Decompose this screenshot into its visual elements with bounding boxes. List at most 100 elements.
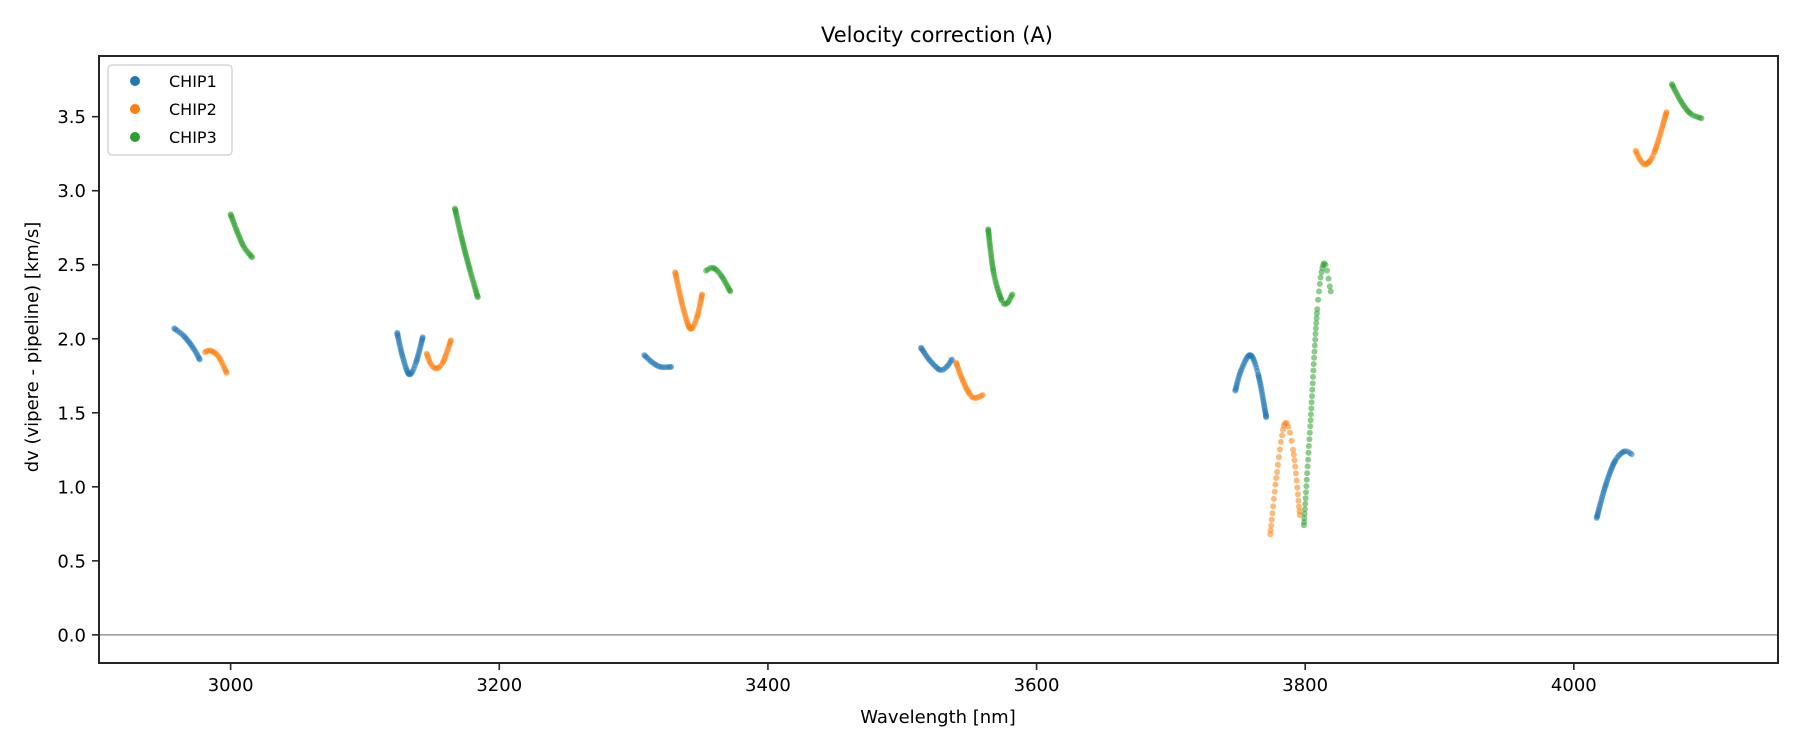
x-tick-label: 4000 (1551, 675, 1597, 696)
markers (171, 81, 1705, 538)
data-point (979, 392, 986, 398)
data-point (1312, 325, 1319, 332)
data-point (1296, 503, 1302, 510)
data-point (1287, 429, 1293, 436)
data-point (1313, 310, 1320, 317)
data-point (1306, 436, 1313, 443)
data-point (1270, 503, 1277, 510)
data-point (1290, 451, 1297, 458)
segment (394, 329, 426, 378)
data-point (1310, 373, 1316, 380)
data-point (1294, 484, 1301, 491)
segment (171, 325, 203, 363)
data-point (1301, 506, 1308, 513)
segment (451, 205, 481, 301)
data-point (196, 356, 203, 363)
data-point (1327, 288, 1334, 295)
x-tick-label: 3600 (1014, 675, 1060, 696)
data-point (1288, 437, 1295, 444)
y-tick-label: 0.5 (57, 551, 86, 572)
y-tick-label: 2.5 (57, 255, 86, 276)
data-point (1296, 512, 1303, 518)
legend-label-chip1: CHIP1 (169, 72, 217, 91)
data-point (1316, 288, 1322, 295)
data-point (1307, 417, 1314, 424)
data-point (1326, 283, 1333, 290)
data-point (1309, 380, 1316, 387)
x-tick-label: 3800 (1282, 675, 1328, 696)
legend-box (107, 64, 233, 156)
data-point (1305, 449, 1312, 456)
legend-label-chip2: CHIP2 (169, 100, 217, 119)
segment (703, 264, 734, 295)
data-point (1316, 280, 1323, 287)
data-point (1274, 469, 1280, 475)
data-point (1312, 336, 1319, 343)
segment (202, 347, 230, 376)
data-point (419, 334, 426, 341)
data-point (1271, 488, 1278, 495)
data-point (1308, 399, 1315, 406)
data-point (1310, 361, 1317, 368)
legend-marker-chip1 (130, 76, 140, 86)
segment (1300, 260, 1334, 529)
data-point (1295, 497, 1302, 504)
data-point (1305, 456, 1312, 463)
data-point (1304, 463, 1311, 470)
y-axis-ticks: 0.0 0.5 1.0 1.5 2.0 2.5 3.0 3.5 (57, 107, 99, 646)
y-tick-label: 3.5 (57, 107, 86, 128)
y-tick-label: 1.0 (57, 477, 86, 498)
x-axis-ticks: 3000 3200 3400 3600 3800 4000 (208, 663, 1597, 696)
data-point (1307, 411, 1314, 418)
data-point (1272, 481, 1279, 488)
data-point (699, 291, 706, 298)
series-chip2 (202, 109, 1670, 538)
data-point (1294, 491, 1301, 498)
data-point (1277, 439, 1284, 445)
data-point (1274, 461, 1281, 468)
data-point (1267, 527, 1274, 534)
series-chip1 (171, 325, 1635, 521)
data-point (1273, 475, 1280, 481)
data-point (1268, 522, 1275, 529)
data-point (1314, 306, 1321, 313)
data-point (1317, 274, 1324, 281)
series-chip3 (227, 81, 1705, 529)
data-point (1302, 495, 1309, 502)
data-point (1269, 510, 1276, 517)
data-point (1698, 115, 1705, 122)
axes-frame (98, 55, 1779, 664)
data-point (1293, 477, 1300, 484)
data-point (1311, 348, 1318, 355)
data-point (1301, 515, 1308, 522)
data-point (1263, 414, 1270, 421)
legend-marker-chip2 (130, 104, 140, 114)
y-tick-label: 1.5 (57, 403, 86, 424)
data-point (1309, 386, 1316, 393)
data-point (249, 254, 256, 261)
data-point (1292, 470, 1299, 477)
data-point (447, 337, 454, 344)
data-point (1306, 429, 1313, 436)
data-point (1275, 454, 1282, 461)
data-point (1290, 446, 1297, 453)
data-point (1663, 109, 1670, 116)
data-point (1312, 330, 1319, 337)
data-point (1270, 495, 1277, 502)
y-tick-label: 0.0 (57, 625, 86, 646)
segment (423, 337, 454, 372)
data-point (1324, 267, 1330, 274)
data-point (223, 369, 230, 376)
data-point (1009, 291, 1016, 298)
data-point (1279, 432, 1285, 439)
legend-marker-chip3 (130, 132, 140, 142)
segment (1632, 109, 1670, 168)
data-point (1292, 463, 1299, 470)
data-point (1305, 443, 1312, 449)
data-point (1301, 510, 1308, 517)
segment (641, 352, 675, 371)
segment (1267, 420, 1303, 538)
legend: CHIP1 CHIP2 CHIP3 (107, 64, 233, 156)
data-point (1302, 500, 1309, 507)
